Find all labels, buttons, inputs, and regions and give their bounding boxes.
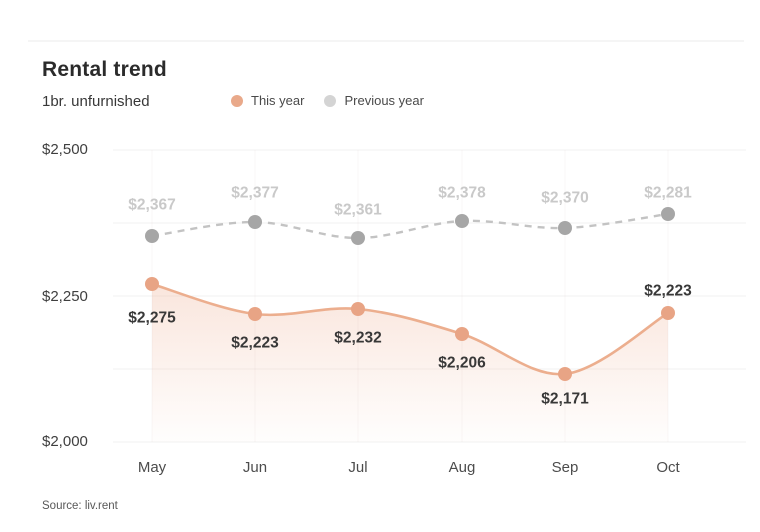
- legend-dot-previous-year: [324, 94, 337, 107]
- line-previous-year: [151, 212, 669, 240]
- data-point-this-year-oct: [661, 306, 675, 320]
- x-tick-label-may: May: [137, 459, 167, 476]
- chart-legend: This year Previous year: [231, 93, 424, 108]
- source-note: Source: liv.rent: [42, 500, 118, 512]
- x-tick-label-sep: Sep: [551, 459, 579, 476]
- point-label-previous-year-oct: $2,281: [644, 185, 692, 202]
- x-tick-label-jun: Jun: [242, 459, 268, 476]
- top-divider: [28, 40, 744, 42]
- legend-label: Previous year: [344, 93, 424, 108]
- legend-item-previous-year: Previous year: [324, 93, 424, 108]
- line-this-year: [151, 282, 669, 376]
- point-label-this-year-jun: $2,223: [231, 335, 279, 352]
- point-label-previous-year-aug: $2,378: [438, 185, 486, 202]
- legend-dot-this-year: [231, 94, 243, 107]
- data-point-this-year-aug: [455, 327, 469, 341]
- data-point-previous-year-oct: [661, 207, 675, 221]
- page-title: Rental trend: [42, 58, 167, 81]
- point-label-this-year-oct: $2,223: [644, 283, 692, 300]
- data-point-previous-year-sep: [558, 221, 572, 235]
- y-tick-label--2-000: $2,000: [42, 433, 88, 450]
- point-label-previous-year-jun: $2,377: [231, 185, 278, 202]
- data-point-this-year-jun: [248, 307, 262, 321]
- point-label-this-year-aug: $2,206: [438, 355, 486, 372]
- data-point-previous-year-may: [145, 229, 159, 243]
- data-point-previous-year-jul: [351, 231, 365, 245]
- data-point-previous-year-jun: [248, 215, 262, 229]
- legend-label: This year: [251, 93, 305, 108]
- point-label-previous-year-may: $2,367: [128, 197, 175, 214]
- data-point-this-year-sep: [558, 367, 572, 381]
- point-label-this-year-jul: $2,232: [334, 330, 381, 347]
- data-point-this-year-may: [145, 277, 159, 291]
- data-point-this-year-jul: [351, 302, 365, 316]
- data-point-previous-year-aug: [455, 214, 469, 228]
- y-tick-label--2-250: $2,250: [42, 288, 88, 305]
- y-tick-label--2-500: $2,500: [42, 141, 88, 158]
- point-label-previous-year-sep: $2,370: [541, 190, 588, 207]
- point-label-previous-year-jul: $2,361: [334, 202, 382, 219]
- chart-subtitle: 1br. unfurnished: [42, 93, 150, 110]
- point-label-this-year-sep: $2,171: [541, 391, 589, 408]
- x-tick-label-oct: Oct: [656, 459, 680, 476]
- point-label-this-year-may: $2,275: [128, 310, 176, 327]
- x-tick-label-jul: Jul: [348, 459, 368, 476]
- x-tick-label-aug: Aug: [448, 459, 476, 476]
- legend-item-this-year: This year: [231, 93, 304, 108]
- area-fill-this-year: [152, 284, 668, 442]
